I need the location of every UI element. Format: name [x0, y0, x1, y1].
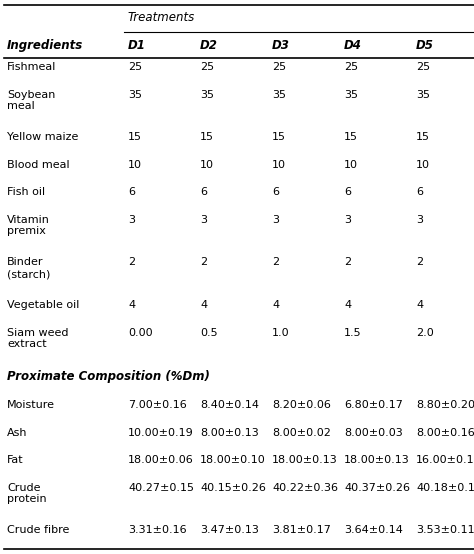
Text: 6: 6 — [200, 187, 207, 197]
Text: Moisture: Moisture — [7, 400, 55, 410]
Text: 2: 2 — [128, 258, 135, 268]
Text: 35: 35 — [272, 90, 286, 100]
Text: 6: 6 — [128, 187, 135, 197]
Text: 25: 25 — [344, 62, 358, 72]
Text: 15: 15 — [272, 132, 286, 142]
Text: 6: 6 — [416, 187, 423, 197]
Text: 10: 10 — [416, 160, 430, 170]
Text: 25: 25 — [416, 62, 430, 72]
Text: 10: 10 — [344, 160, 358, 170]
Text: 2: 2 — [200, 258, 207, 268]
Text: 15: 15 — [344, 132, 358, 142]
Text: 8.20±0.06: 8.20±0.06 — [272, 400, 331, 410]
Text: D4: D4 — [344, 39, 362, 52]
Text: 10: 10 — [200, 160, 214, 170]
Text: 35: 35 — [128, 90, 142, 100]
Text: 18.00±0.10: 18.00±0.10 — [200, 455, 266, 465]
Text: 3: 3 — [128, 215, 135, 225]
Text: 15: 15 — [128, 132, 142, 142]
Text: D3: D3 — [272, 39, 290, 52]
Text: 15: 15 — [200, 132, 214, 142]
Text: 8.00±0.13: 8.00±0.13 — [200, 428, 259, 438]
Text: Vitamin
premix: Vitamin premix — [7, 215, 50, 237]
Text: 35: 35 — [344, 90, 358, 100]
Text: 3.64±0.14: 3.64±0.14 — [344, 525, 403, 536]
Text: 3.31±0.16: 3.31±0.16 — [128, 525, 187, 536]
Text: 3: 3 — [416, 215, 423, 225]
Text: 15: 15 — [416, 132, 430, 142]
Text: Blood meal: Blood meal — [7, 160, 70, 170]
Text: Yellow maize: Yellow maize — [7, 132, 78, 142]
Text: 8.80±0.20: 8.80±0.20 — [416, 400, 474, 410]
Text: 4: 4 — [128, 300, 135, 310]
Text: 4: 4 — [272, 300, 279, 310]
Text: 2: 2 — [272, 258, 279, 268]
Text: Ingredients: Ingredients — [7, 39, 83, 52]
Text: 25: 25 — [272, 62, 286, 72]
Text: 7.00±0.16: 7.00±0.16 — [128, 400, 187, 410]
Text: Treatments: Treatments — [128, 11, 195, 24]
Text: 6: 6 — [272, 187, 279, 197]
Text: Fishmeal: Fishmeal — [7, 62, 56, 72]
Text: 8.00±0.03: 8.00±0.03 — [344, 428, 403, 438]
Text: 4: 4 — [344, 300, 351, 310]
Text: 18.00±0.13: 18.00±0.13 — [272, 455, 338, 465]
Text: 25: 25 — [200, 62, 214, 72]
Text: 4: 4 — [200, 300, 207, 310]
Text: 2.0: 2.0 — [416, 327, 434, 337]
Text: Binder
(starch): Binder (starch) — [7, 258, 50, 279]
Text: 3: 3 — [344, 215, 351, 225]
Text: D2: D2 — [200, 39, 218, 52]
Text: 0.5: 0.5 — [200, 327, 218, 337]
Text: 3.81±0.17: 3.81±0.17 — [272, 525, 331, 536]
Text: 35: 35 — [416, 90, 430, 100]
Text: D1: D1 — [128, 39, 146, 52]
Text: 40.15±0.26: 40.15±0.26 — [200, 483, 266, 493]
Text: 3.53±0.11: 3.53±0.11 — [416, 525, 474, 536]
Text: Crude
protein: Crude protein — [7, 483, 46, 505]
Text: 2: 2 — [416, 258, 423, 268]
Text: 18.00±0.13: 18.00±0.13 — [344, 455, 410, 465]
Text: 3: 3 — [200, 215, 207, 225]
Text: 16.00±0.12: 16.00±0.12 — [416, 455, 474, 465]
Text: 40.37±0.26: 40.37±0.26 — [344, 483, 410, 493]
Text: 6: 6 — [344, 187, 351, 197]
Text: 3.47±0.13: 3.47±0.13 — [200, 525, 259, 536]
Text: 10.00±0.19: 10.00±0.19 — [128, 428, 194, 438]
Text: 40.18±0.13: 40.18±0.13 — [416, 483, 474, 493]
Text: D5: D5 — [416, 39, 434, 52]
Text: 8.00±0.02: 8.00±0.02 — [272, 428, 331, 438]
Text: 2: 2 — [344, 258, 351, 268]
Text: 10: 10 — [128, 160, 142, 170]
Text: 1.5: 1.5 — [344, 327, 362, 337]
Text: 3: 3 — [272, 215, 279, 225]
Text: Vegetable oil: Vegetable oil — [7, 300, 79, 310]
Text: Ash: Ash — [7, 428, 27, 438]
Text: 25: 25 — [128, 62, 142, 72]
Text: 1.0: 1.0 — [272, 327, 290, 337]
Text: Crude fibre: Crude fibre — [7, 525, 69, 536]
Text: Proximate Composition (%Dm): Proximate Composition (%Dm) — [7, 370, 210, 383]
Text: 8.00±0.16: 8.00±0.16 — [416, 428, 474, 438]
Text: Fat: Fat — [7, 455, 24, 465]
Text: 0.00: 0.00 — [128, 327, 153, 337]
Text: Fish oil: Fish oil — [7, 187, 45, 197]
Text: Siam weed
extract: Siam weed extract — [7, 327, 69, 349]
Text: 18.00±0.06: 18.00±0.06 — [128, 455, 194, 465]
Text: 8.40±0.14: 8.40±0.14 — [200, 400, 259, 410]
Text: 4: 4 — [416, 300, 423, 310]
Text: 10: 10 — [272, 160, 286, 170]
Text: 40.22±0.36: 40.22±0.36 — [272, 483, 338, 493]
Text: 35: 35 — [200, 90, 214, 100]
Text: 40.27±0.15: 40.27±0.15 — [128, 483, 194, 493]
Text: Soybean
meal: Soybean meal — [7, 90, 55, 111]
Text: 6.80±0.17: 6.80±0.17 — [344, 400, 403, 410]
